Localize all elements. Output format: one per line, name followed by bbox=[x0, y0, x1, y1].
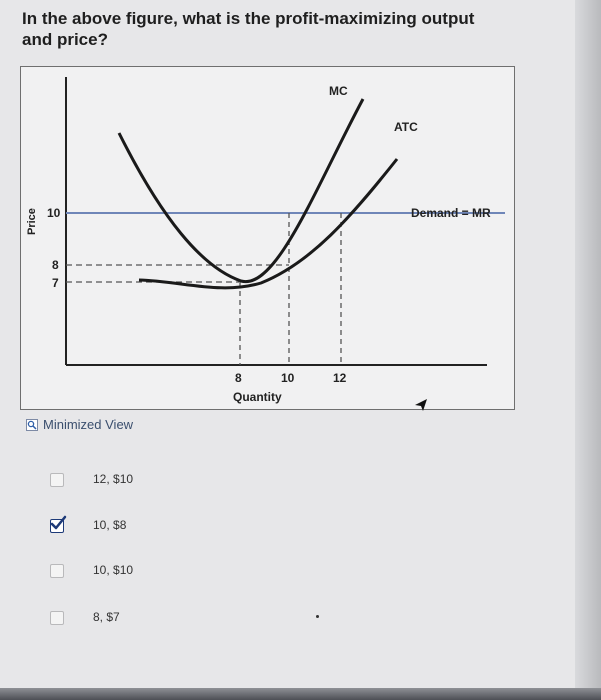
stray-dot bbox=[316, 615, 319, 618]
mc-label: MC bbox=[329, 84, 348, 98]
answer-option-2[interactable]: 10, $8 bbox=[50, 515, 126, 533]
x-tick-8: 8 bbox=[235, 371, 242, 385]
option-3-label: 10, $10 bbox=[93, 563, 134, 577]
x-tick-10: 10 bbox=[281, 371, 295, 385]
minimized-view-label: Minimized View bbox=[43, 417, 134, 432]
y-axis-label: Price bbox=[26, 208, 38, 235]
option-3-checkbox[interactable] bbox=[50, 564, 64, 578]
option-1-label: 12, $10 bbox=[93, 472, 134, 486]
answer-option-1[interactable]: 12, $10 bbox=[50, 472, 133, 487]
answer-option-3[interactable]: 10, $10 bbox=[50, 563, 133, 578]
option-2-checkbox[interactable] bbox=[50, 515, 67, 533]
checkmark-icon bbox=[50, 515, 67, 530]
x-tick-12: 12 bbox=[333, 371, 347, 385]
atc-label: ATC bbox=[394, 120, 418, 134]
option-4-checkbox[interactable] bbox=[50, 611, 64, 625]
minimized-view-link[interactable]: Minimized View bbox=[26, 417, 133, 432]
y-tick-8: 8 bbox=[52, 258, 59, 272]
mc-curve bbox=[117, 98, 365, 284]
y-tick-10: 10 bbox=[47, 206, 61, 220]
x-axis-label: Quantity bbox=[233, 390, 282, 404]
mouse-cursor-icon bbox=[414, 398, 428, 417]
demand-mr-label: Demand = MR bbox=[411, 206, 491, 220]
option-4-label: 8, $7 bbox=[93, 610, 120, 624]
y-tick-7: 7 bbox=[52, 276, 59, 290]
option-1-checkbox[interactable] bbox=[50, 473, 64, 487]
cost-curves-graph: MC ATC Demand = MR Price 10 8 7 8 10 12 … bbox=[26, 77, 505, 404]
atc-curve bbox=[138, 158, 399, 290]
option-2-label: 10, $8 bbox=[93, 518, 127, 532]
answer-option-4[interactable]: 8, $7 bbox=[50, 610, 120, 625]
magnifier-icon bbox=[26, 418, 38, 431]
economics-figure: MC ATC Demand = MR Price 10 8 7 8 10 12 … bbox=[20, 66, 515, 410]
question-text: In the above figure, what is the profit-… bbox=[22, 9, 475, 49]
page-edge bbox=[575, 0, 601, 700]
bottom-bar bbox=[0, 688, 601, 700]
